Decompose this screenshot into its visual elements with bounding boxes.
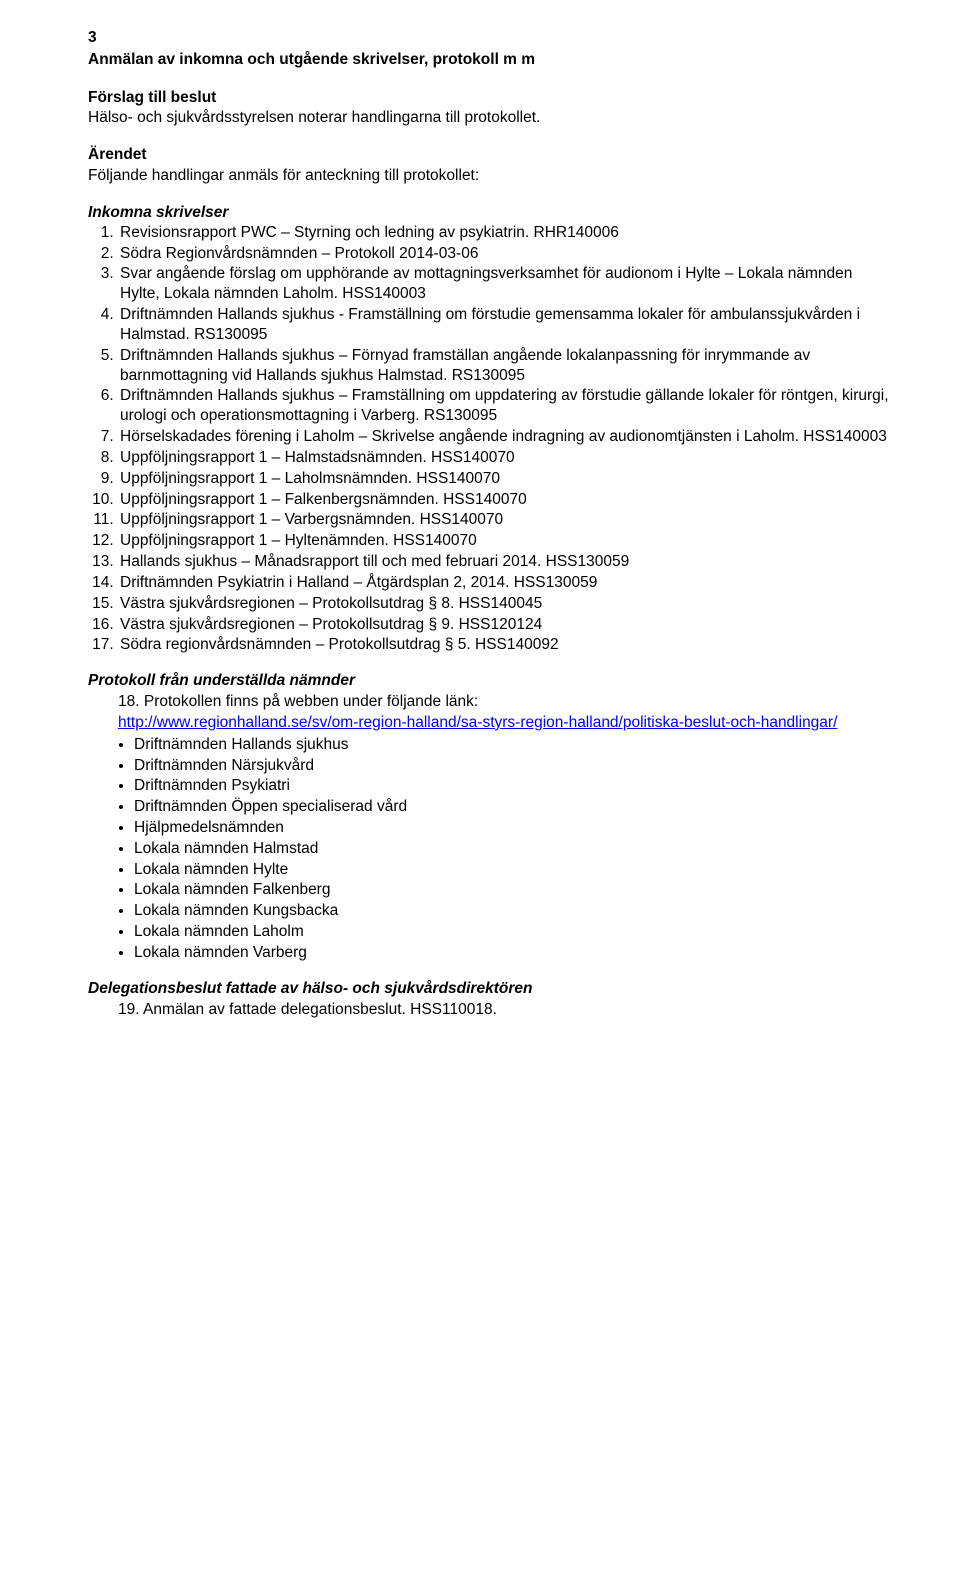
list-item: Hörselskadades förening i Laholm – Skriv… [118,427,890,447]
delegation-block: 19. Anmälan av fattade delegationsbeslut… [88,1000,890,1020]
list-item: Västra sjukvårdsregionen – Protokollsutd… [118,594,890,614]
list-item: Hjälpmedelsnämnden [134,818,890,838]
arendet-heading: Ärendet [88,145,890,165]
list-item: Uppföljningsrapport 1 – Laholmsnämnden. … [118,469,890,489]
delegation-heading: Delegationsbeslut fattade av hälso- och … [88,979,890,999]
list-item: Uppföljningsrapport 1 – Hyltenämnden. HS… [118,531,890,551]
list-item: Södra Regionvårdsnämnden – Protokoll 201… [118,244,890,264]
list-item: Uppföljningsrapport 1 – Varbergsnämnden.… [118,510,890,530]
list-item: Södra regionvårdsnämnden – Protokollsutd… [118,635,890,655]
list-item: Lokala nämnden Falkenberg [134,880,890,900]
list-item: Lokala nämnden Varberg [134,943,890,963]
forslag-heading: Förslag till beslut [88,88,890,108]
list-item: Driftnämnden Hallands sjukhus - Framstäl… [118,305,890,345]
list-item: Västra sjukvårdsregionen – Protokollsutd… [118,615,890,635]
list-item: Revisionsrapport PWC – Styrning och ledn… [118,223,890,243]
list-item: Driftnämnden Psykiatri [134,776,890,796]
document-page: 3 Anmälan av inkomna och utgående skrive… [0,0,960,1060]
delegation-item-19: 19. Anmälan av fattade delegationsbeslut… [118,1000,890,1020]
page-number: 3 [88,28,890,48]
list-item: Uppföljningsrapport 1 – Falkenbergsnämnd… [118,490,890,510]
protokoll-item-18: 18. Protokollen finns på webben under fö… [118,692,890,712]
list-item: Driftnämnden Hallands sjukhus [134,735,890,755]
list-item: Driftnämnden Hallands sjukhus – Förnyad … [118,346,890,386]
inkomna-list: Revisionsrapport PWC – Styrning och ledn… [88,223,890,655]
list-item: Uppföljningsrapport 1 – Halmstadsnämnden… [118,448,890,468]
list-item: Driftnämnden Hallands sjukhus – Framstäl… [118,386,890,426]
protokoll-link[interactable]: http://www.regionhalland.se/sv/om-region… [118,714,837,731]
list-item: Driftnämnden Närsjukvård [134,756,890,776]
inkomna-heading: Inkomna skrivelser [88,203,890,223]
list-item: Lokala nämnden Halmstad [134,839,890,859]
list-item: Svar angående förslag om upphörande av m… [118,264,890,304]
list-item: Driftnämnden Öppen specialiserad vård [134,797,890,817]
bullet-list: Driftnämnden Hallands sjukhus Driftnämnd… [88,735,890,963]
list-item: Hallands sjukhus – Månadsrapport till oc… [118,552,890,572]
arendet-text: Följande handlingar anmäls för antecknin… [88,166,890,186]
document-title: Anmälan av inkomna och utgående skrivels… [88,50,890,70]
protokoll-link-line: http://www.regionhalland.se/sv/om-region… [118,713,890,733]
list-item: Lokala nämnden Hylte [134,860,890,880]
list-item: Lokala nämnden Laholm [134,922,890,942]
list-item: Lokala nämnden Kungsbacka [134,901,890,921]
protokoll-block: 18. Protokollen finns på webben under fö… [88,692,890,733]
list-item: Driftnämnden Psykiatrin i Halland – Åtgä… [118,573,890,593]
forslag-text: Hälso- och sjukvårdsstyrelsen noterar ha… [88,108,890,128]
protokoll-heading: Protokoll från underställda nämnder [88,671,890,691]
